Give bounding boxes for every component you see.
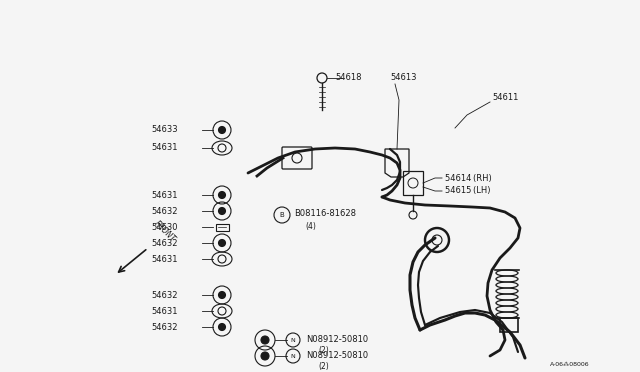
Text: (4): (4) <box>305 221 316 231</box>
Text: 54631: 54631 <box>152 254 178 263</box>
Circle shape <box>218 192 225 199</box>
Text: 54613: 54613 <box>390 74 417 83</box>
Text: 54631: 54631 <box>152 307 178 315</box>
Text: FRONT: FRONT <box>152 219 177 244</box>
Circle shape <box>261 352 269 360</box>
Text: 54632: 54632 <box>152 323 178 331</box>
Text: 54632: 54632 <box>152 206 178 215</box>
Text: 54632: 54632 <box>152 238 178 247</box>
Text: (2): (2) <box>318 346 329 355</box>
Text: N: N <box>291 353 296 359</box>
Circle shape <box>261 336 269 344</box>
Text: 54615 (LH): 54615 (LH) <box>445 186 490 196</box>
Circle shape <box>218 126 225 134</box>
Text: 54611: 54611 <box>492 93 518 103</box>
Circle shape <box>218 208 225 215</box>
Text: 54632: 54632 <box>152 291 178 299</box>
Text: 54631: 54631 <box>152 190 178 199</box>
Circle shape <box>218 324 225 330</box>
Text: A·06⁂08006: A·06⁂08006 <box>550 362 590 366</box>
Text: 54633: 54633 <box>152 125 178 135</box>
Text: N08912-50810: N08912-50810 <box>306 336 368 344</box>
Text: 54614 (RH): 54614 (RH) <box>445 173 492 183</box>
Bar <box>216 224 228 231</box>
Bar <box>500 318 518 332</box>
Text: B: B <box>280 212 284 218</box>
Text: 54631: 54631 <box>152 144 178 153</box>
Text: (2): (2) <box>318 362 329 371</box>
Circle shape <box>218 292 225 298</box>
Text: N: N <box>291 337 296 343</box>
Text: N08912-50810: N08912-50810 <box>306 352 368 360</box>
Text: 54618: 54618 <box>335 74 362 83</box>
Text: 54630: 54630 <box>152 222 178 231</box>
Circle shape <box>218 240 225 247</box>
Text: B08116-81628: B08116-81628 <box>294 208 356 218</box>
